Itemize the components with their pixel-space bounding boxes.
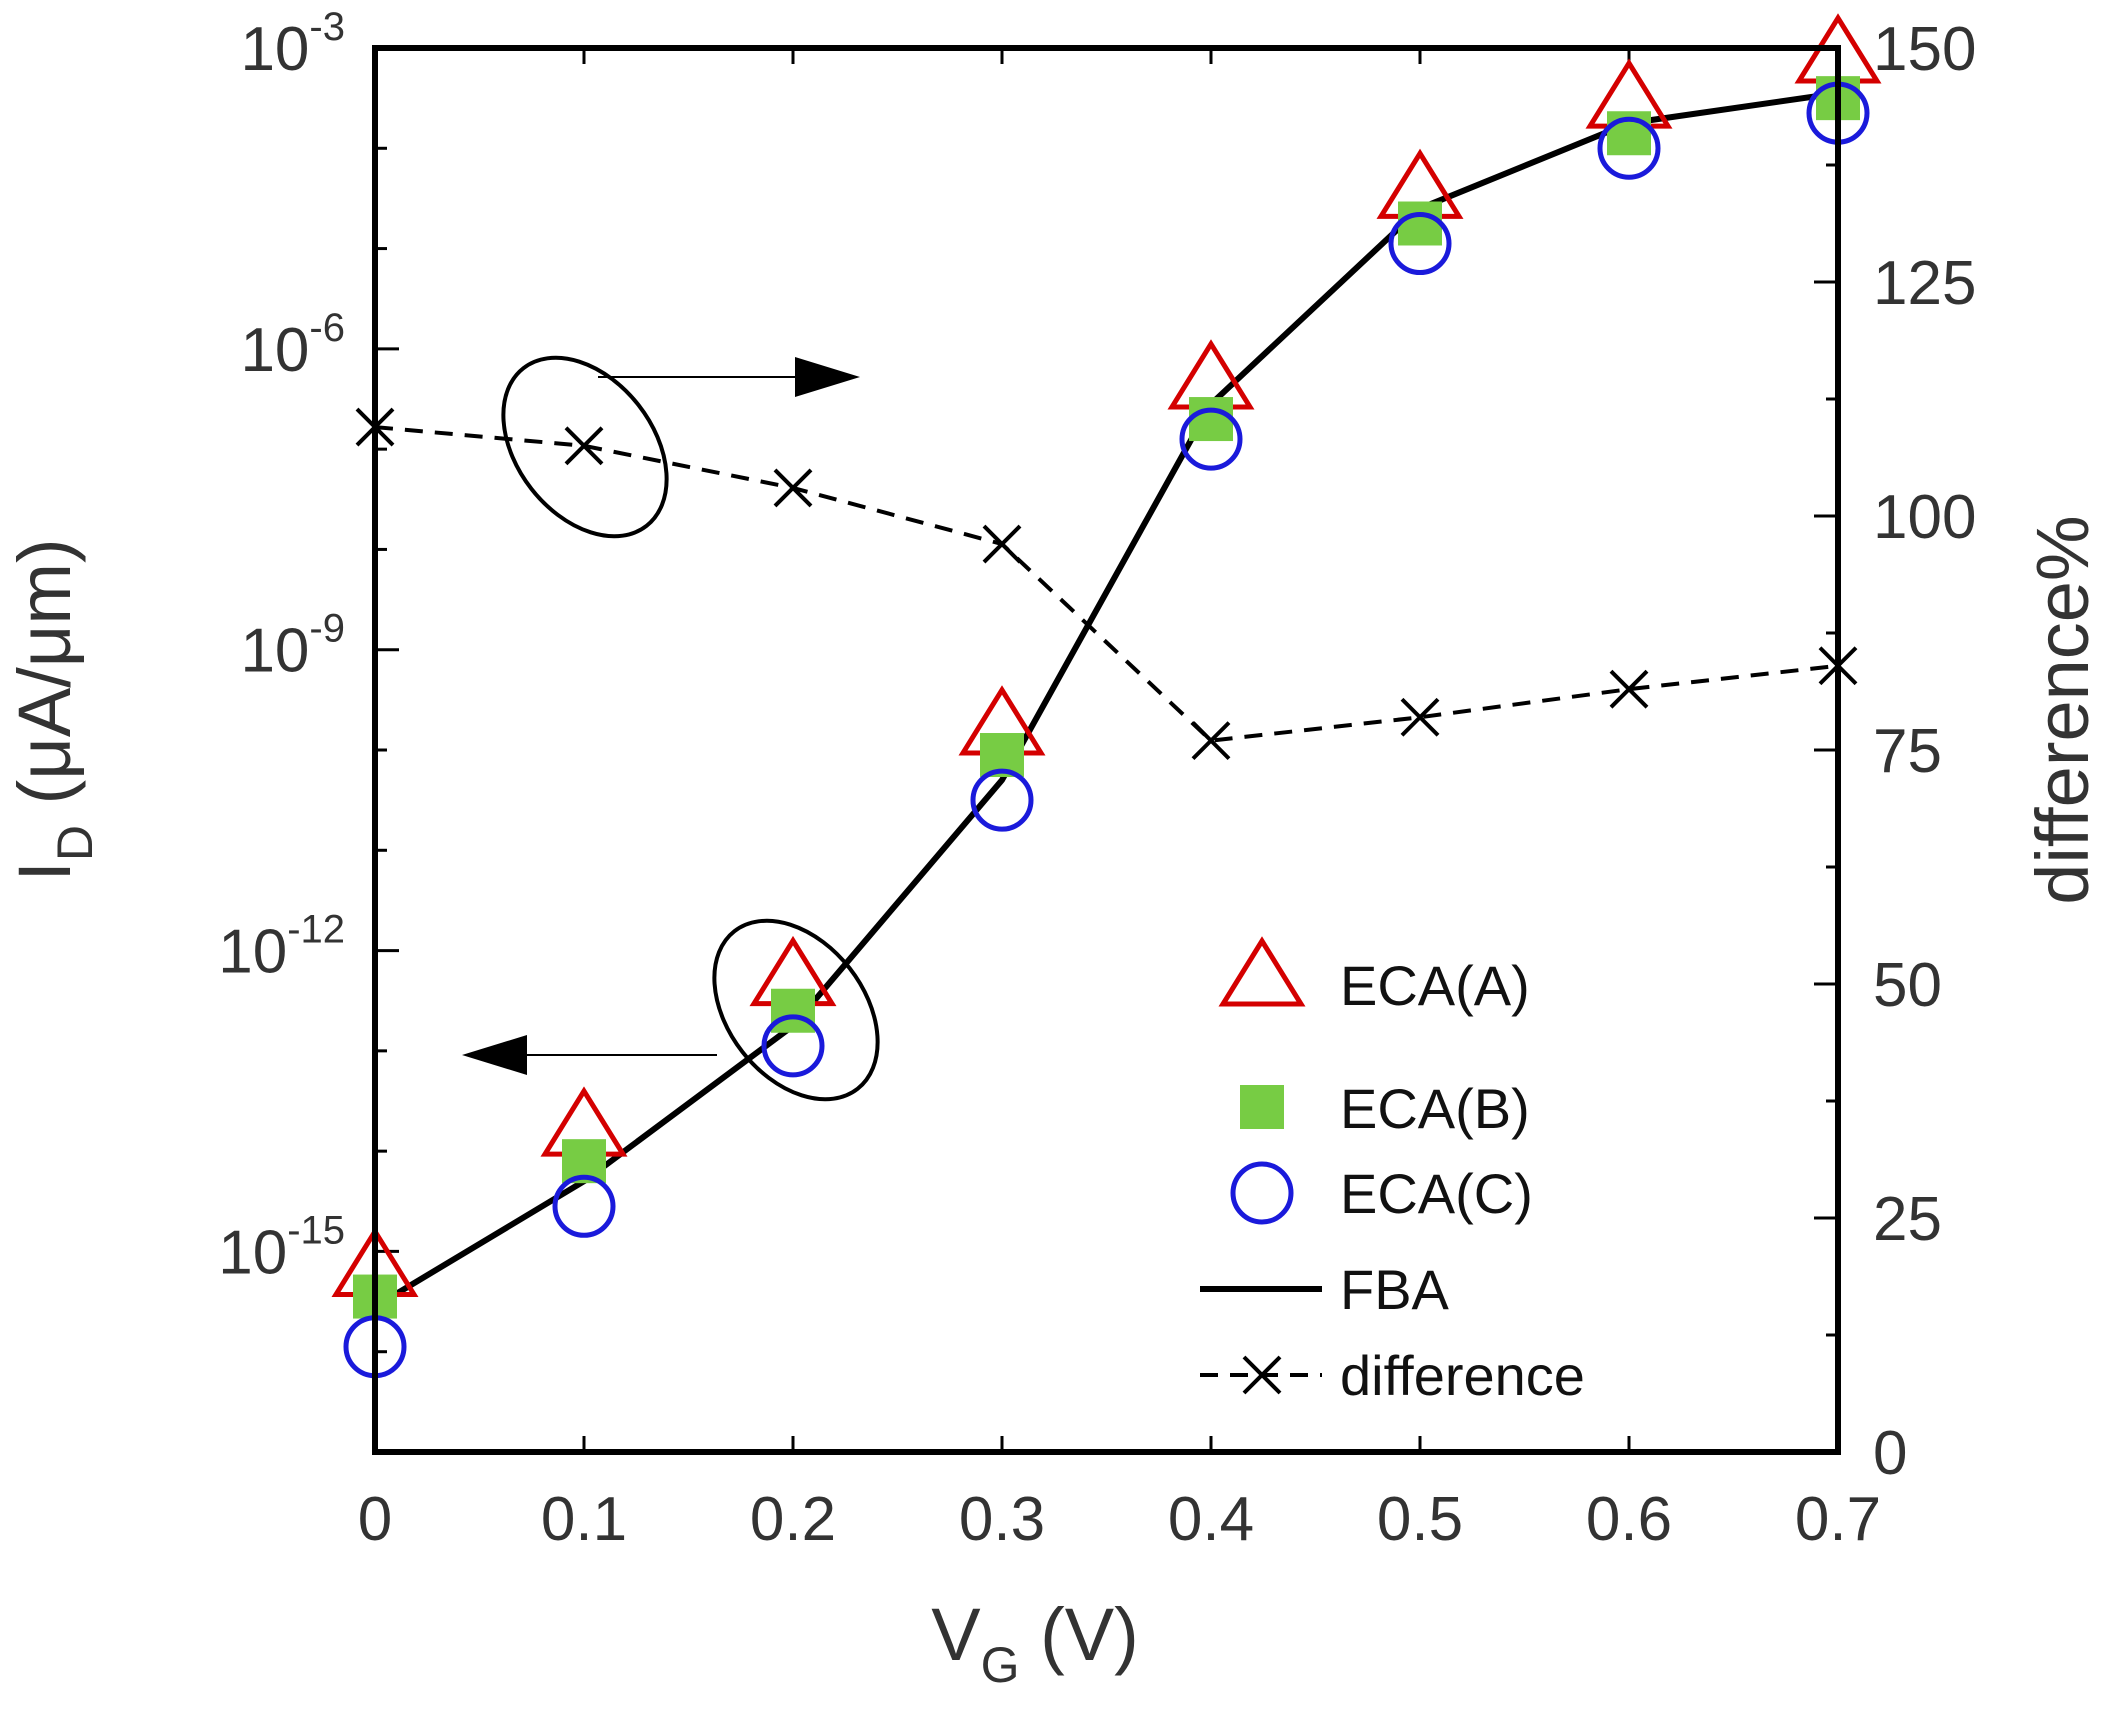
y-right-tick-label: 50 — [1873, 951, 1942, 1020]
y-left-tick-exponent: -3 — [309, 5, 345, 49]
y-left-axis-title-unit: (μA/μm) — [3, 538, 86, 825]
series-eca-b-marker — [1398, 201, 1442, 246]
x-axis-title-sub: G — [981, 1637, 1020, 1693]
y-left-axis-title: ID (μA/μm) — [3, 538, 103, 881]
x-axis-title-unit: (V) — [1020, 1593, 1139, 1676]
annotation-arrow-head-right — [795, 357, 860, 397]
legend: ECA(A) ECA(B) ECA(C) FBA difference — [1200, 936, 1585, 1407]
y-right-tick-label: 75 — [1873, 717, 1942, 786]
y-right-tick-label: 150 — [1873, 15, 1976, 84]
legend-label-eca-c: ECA(C) — [1340, 1162, 1533, 1225]
series-difference-marker — [1400, 697, 1440, 737]
y-right-tick-label: 25 — [1873, 1185, 1942, 1254]
series-eca-b-marker — [1189, 397, 1233, 442]
x-tick-label: 0.4 — [1168, 1485, 1254, 1554]
series-eca-c-marker — [761, 1014, 825, 1078]
y-left-tick-base: 10 — [218, 1218, 287, 1287]
ticks-layer: 0 0.1 0.2 0.3 0.4 0.5 0.6 0.710-1510-1210-910-6… — [218, 5, 1976, 1554]
series-difference-marker — [564, 426, 604, 466]
y-right-tick-label: 0 — [1873, 1419, 1907, 1488]
legend-marker-eca-c — [1230, 1161, 1294, 1225]
x-tick-label: 0.3 — [959, 1485, 1045, 1554]
y-left-tick-label: 10-6 — [240, 306, 345, 385]
series-eca-c-marker — [1597, 116, 1661, 180]
y-left-tick-exponent: -12 — [287, 908, 345, 952]
annotation-difference-group — [501, 355, 860, 539]
y-left-tick-label: 10-12 — [218, 908, 345, 987]
annotation-current-group — [462, 918, 880, 1102]
markers-layer — [331, 13, 1882, 1379]
y-left-tick-exponent: -6 — [309, 306, 345, 350]
annotation-ellipse-current — [712, 918, 880, 1102]
legend-label-fba: FBA — [1340, 1258, 1450, 1321]
legend-label-eca-a: ECA(A) — [1340, 954, 1530, 1017]
y-right-axis-title: difference% — [2021, 515, 2104, 904]
x-tick-label: 0 — [358, 1485, 392, 1554]
y-left-axis-title-main: I — [3, 861, 86, 882]
series-difference-line — [374, 425, 1839, 743]
legend-label-eca-b: ECA(B) — [1340, 1077, 1530, 1140]
y-left-tick-base: 10 — [240, 15, 309, 84]
x-tick-label: 0.5 — [1377, 1485, 1463, 1554]
legend-marker-difference — [1242, 1355, 1282, 1395]
series-eca-c-marker — [1388, 212, 1452, 276]
y-left-tick-exponent: -15 — [287, 1208, 345, 1252]
legend-marker-eca-a — [1218, 936, 1306, 1007]
x-axis-title: VG (V) — [931, 1593, 1138, 1693]
x-tick-label: 0.7 — [1795, 1485, 1881, 1554]
y-left-tick-base: 10 — [240, 316, 309, 385]
y-left-tick-base: 10 — [218, 918, 287, 987]
series-difference-marker — [982, 524, 1022, 564]
annotation-arrow-head-left — [462, 1035, 527, 1075]
y-right-tick-label: 125 — [1873, 249, 1976, 318]
y-right-tick-label: 100 — [1873, 483, 1976, 552]
annotation-ellipse-difference — [501, 355, 669, 539]
x-tick-label: 0.2 — [750, 1485, 836, 1554]
series-eca-c-marker — [552, 1174, 616, 1238]
x-tick-label: 0.6 — [1586, 1485, 1672, 1554]
legend-marker-eca-b — [1240, 1085, 1284, 1129]
series-eca-c-marker — [1179, 407, 1243, 471]
series-eca-b-marker — [771, 988, 815, 1033]
legend-label-difference: difference — [1340, 1344, 1585, 1407]
y-left-tick-base: 10 — [240, 617, 309, 686]
series-eca-c-marker — [970, 768, 1034, 832]
series-difference-marker — [1191, 721, 1231, 761]
y-left-tick-label: 10-15 — [218, 1208, 345, 1287]
y-left-tick-exponent: -9 — [309, 607, 345, 651]
plot-frame — [372, 45, 1841, 1455]
series-difference-marker — [773, 468, 813, 508]
y-left-tick-label: 10-3 — [240, 5, 345, 84]
series-difference-marker — [1609, 669, 1649, 709]
x-axis-title-main: V — [931, 1593, 981, 1676]
y-left-tick-label: 10-9 — [240, 607, 345, 686]
x-tick-label: 0.1 — [541, 1485, 627, 1554]
y-left-axis-title-sub: D — [47, 825, 103, 861]
